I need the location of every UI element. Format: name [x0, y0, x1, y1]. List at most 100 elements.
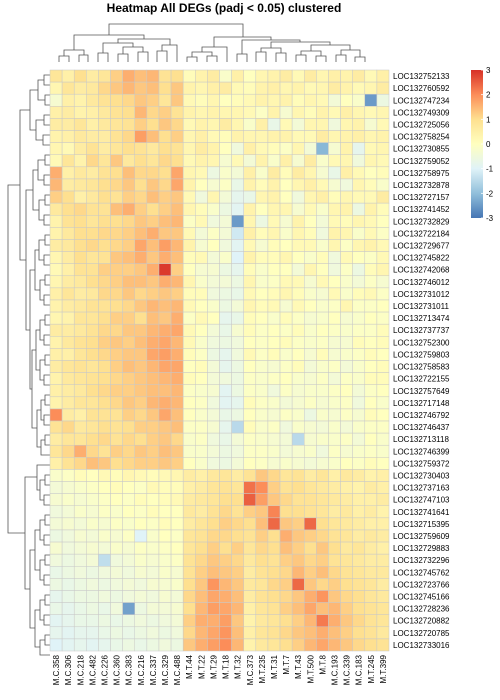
heatmap-cell	[316, 166, 329, 180]
heatmap-cell	[352, 384, 366, 398]
heatmap-cell	[61, 529, 75, 543]
heatmap-cell	[49, 541, 63, 555]
heatmap-cell	[86, 299, 99, 313]
heatmap-cell	[328, 481, 341, 494]
heatmap-cell	[207, 372, 220, 385]
heatmap-cell	[291, 384, 305, 398]
heatmap-cell	[134, 348, 148, 361]
heatmap-cell	[110, 142, 123, 155]
heatmap-cell	[110, 287, 123, 301]
heatmap-cell	[61, 420, 75, 434]
heatmap-cell	[364, 336, 378, 349]
heatmap-cell	[61, 590, 75, 603]
heatmap-cell	[110, 202, 123, 216]
heatmap-cell	[376, 408, 390, 422]
heatmap-cell	[267, 69, 281, 83]
row-label: LOC132759609	[393, 532, 450, 541]
heatmap-cell	[61, 142, 75, 155]
heatmap-cell	[231, 227, 244, 240]
heatmap-cell	[146, 457, 160, 470]
heatmap-cell	[98, 420, 111, 434]
heatmap-cell	[279, 275, 293, 289]
heatmap-cell	[134, 202, 148, 216]
heatmap-cell	[376, 106, 390, 119]
heatmap-cell	[255, 553, 269, 567]
heatmap-cell	[231, 190, 244, 204]
row-label: LOC132747234	[393, 96, 450, 105]
heatmap-cell	[73, 287, 87, 301]
heatmap-cell	[182, 69, 196, 83]
heatmap-cell	[207, 420, 220, 434]
heatmap-cell	[340, 457, 353, 470]
heatmap-cell	[279, 578, 293, 591]
heatmap-cell	[110, 444, 123, 458]
heatmap-cell	[207, 336, 220, 349]
heatmap-cell	[110, 93, 123, 107]
heatmap-cell	[219, 566, 232, 579]
heatmap-cell	[86, 118, 99, 131]
row-label: LOC132720882	[393, 617, 450, 626]
heatmap-cell	[207, 541, 220, 555]
heatmap-cell	[219, 541, 232, 555]
heatmap-cell	[352, 566, 366, 579]
heatmap-cell	[291, 420, 305, 434]
heatmap-cell	[255, 566, 269, 579]
heatmap-cell	[316, 311, 329, 325]
heatmap-cell	[328, 299, 341, 313]
heatmap-cell	[49, 311, 63, 325]
heatmap-cell	[255, 638, 269, 652]
heatmap-cell	[122, 93, 135, 107]
heatmap-cell	[182, 360, 196, 373]
heatmap-cell	[243, 566, 257, 579]
heatmap-cell	[110, 323, 123, 337]
heatmap-cell	[170, 93, 184, 107]
heatmap-cell	[255, 227, 269, 240]
heatmap-cell	[267, 396, 281, 410]
heatmap-cell	[352, 469, 366, 482]
heatmap-cell	[207, 529, 220, 543]
heatmap-cell	[219, 287, 232, 301]
heatmap-cell	[61, 469, 75, 482]
heatmap-cell	[158, 251, 172, 264]
heatmap-cell	[279, 553, 293, 567]
heatmap-cell	[170, 287, 184, 301]
heatmap-cell	[207, 396, 220, 410]
heatmap-cell	[279, 263, 293, 277]
heatmap-cell	[279, 311, 293, 325]
heatmap-cell	[267, 154, 281, 168]
heatmap-cell	[243, 590, 257, 603]
heatmap-cell	[134, 566, 148, 579]
column-label: M.T.29	[209, 654, 218, 679]
heatmap-cell	[304, 263, 317, 277]
heatmap-cell	[364, 481, 378, 494]
heatmap-cell	[61, 299, 75, 313]
heatmap-cell	[304, 178, 317, 192]
heatmap-cell	[158, 323, 172, 337]
heatmap-cell	[328, 190, 341, 204]
heatmap-cell	[49, 626, 63, 640]
heatmap-cell	[291, 602, 305, 615]
heatmap-cell	[340, 432, 353, 446]
heatmap-cell	[170, 432, 184, 446]
heatmap-cell	[219, 420, 232, 434]
heatmap-cell	[207, 602, 220, 615]
heatmap-cell	[219, 553, 232, 567]
heatmap-cell	[316, 142, 329, 155]
heatmap-cell	[231, 93, 244, 107]
heatmap-cell	[328, 614, 341, 628]
heatmap-cell	[316, 590, 329, 603]
row-label: LOC132760592	[393, 84, 450, 93]
heatmap-cell	[304, 190, 317, 204]
heatmap-cell	[170, 541, 184, 555]
heatmap-cell	[243, 130, 257, 143]
heatmap-cell	[170, 602, 184, 615]
heatmap-cell	[158, 81, 172, 95]
heatmap-cell	[170, 384, 184, 398]
heatmap-cell	[195, 638, 208, 652]
heatmap-cell	[146, 469, 160, 482]
heatmap-cell	[146, 130, 160, 143]
heatmap-cell	[98, 239, 111, 252]
row-label: LOC132759803	[393, 350, 450, 359]
heatmap-cell	[219, 517, 232, 531]
heatmap-cell	[182, 93, 196, 107]
